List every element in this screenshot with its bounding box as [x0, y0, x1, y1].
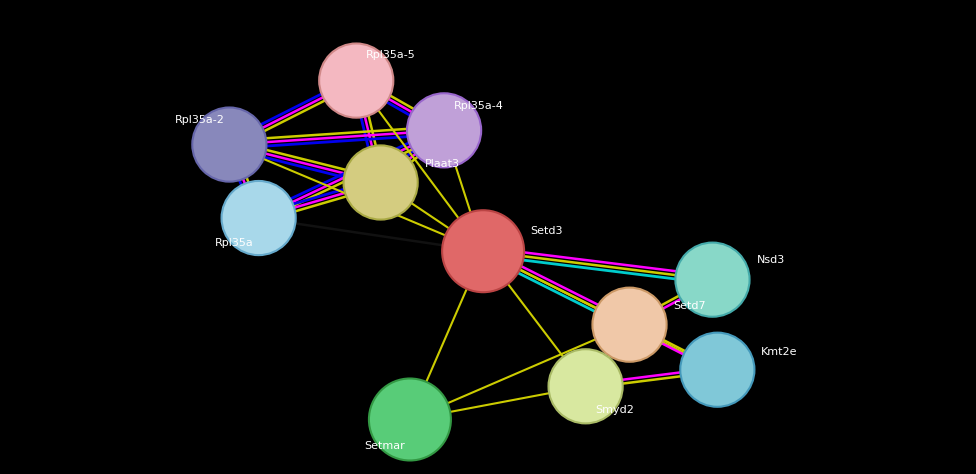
Text: Plaat3: Plaat3 [425, 158, 460, 169]
Ellipse shape [222, 181, 296, 255]
Ellipse shape [675, 243, 750, 317]
Ellipse shape [680, 333, 754, 407]
Text: Kmt2e: Kmt2e [761, 346, 797, 357]
Ellipse shape [592, 288, 667, 362]
Text: Rpl35a-5: Rpl35a-5 [366, 49, 416, 60]
Ellipse shape [442, 210, 524, 292]
Text: Rpl35a: Rpl35a [215, 237, 254, 248]
Ellipse shape [344, 146, 418, 219]
Text: Setd3: Setd3 [530, 226, 562, 237]
Text: Nsd3: Nsd3 [756, 255, 785, 265]
Ellipse shape [369, 379, 451, 460]
Ellipse shape [407, 93, 481, 167]
Text: Setmar: Setmar [364, 440, 405, 451]
Text: Rpl35a-4: Rpl35a-4 [454, 100, 504, 111]
Ellipse shape [549, 349, 623, 423]
Text: Rpl35a-2: Rpl35a-2 [175, 115, 224, 125]
Ellipse shape [192, 108, 266, 182]
Text: Setd7: Setd7 [673, 301, 706, 311]
Text: Smyd2: Smyd2 [595, 405, 634, 415]
Ellipse shape [319, 44, 393, 118]
